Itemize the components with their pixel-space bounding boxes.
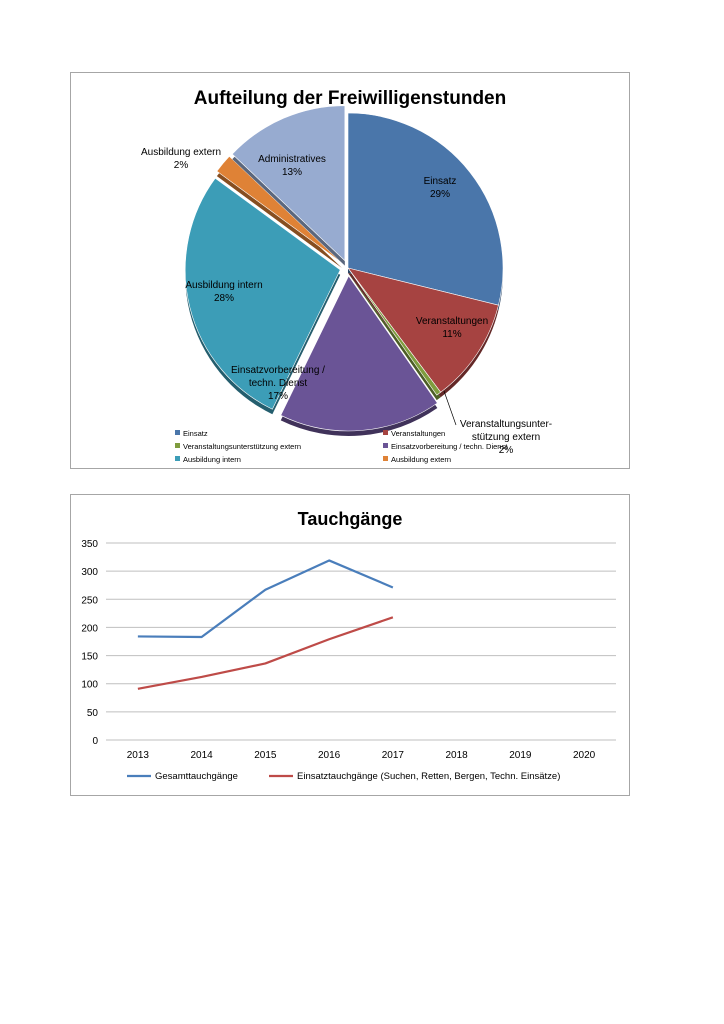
- pie-slice: [231, 105, 346, 262]
- y-tick-label: 300: [81, 567, 98, 578]
- pie-legend-swatch: [175, 456, 180, 461]
- line-legend-label: Einsatztauchgänge (Suchen, Retten, Berge…: [297, 771, 560, 782]
- pie-legend-swatch: [383, 443, 388, 448]
- pie-chart-title: Aufteilung der Freiwilligenstunden: [194, 88, 506, 109]
- pie-slice: [347, 267, 499, 393]
- y-tick-label: 350: [81, 539, 98, 550]
- pie-legend-item: Veranstaltungsunterstützung extern: [175, 442, 301, 451]
- pie-chart-panel: Aufteilung der Freiwilligenstunden Einsa…: [70, 72, 630, 469]
- x-tick-label: 2015: [254, 750, 277, 761]
- pie-legend-item: Ausbildung extern: [383, 455, 451, 464]
- pie-legend-label: Einsatz: [183, 429, 208, 438]
- series-line: [137, 616, 394, 690]
- x-tick-label: 2017: [382, 750, 405, 761]
- pie-legend-item: Einsatz: [175, 429, 208, 438]
- pie-legend-label: Ausbildung intern: [183, 455, 241, 464]
- pie-data-label: Ausbildung extern 2%: [141, 147, 221, 171]
- pie-legend-swatch: [383, 456, 388, 461]
- pie-data-label: Administratives 13%: [258, 154, 326, 178]
- line-legend-item: Gesamttauchgänge: [127, 771, 238, 782]
- line-chart: Tauchgänge 0 50 100 150 200 250 300 350 2013 2014…: [81, 509, 616, 782]
- x-tick-label: 2018: [446, 750, 469, 761]
- x-tick-label: 2014: [191, 750, 214, 761]
- pie-data-label: Veranstaltungsunter-stützung extern 2%: [460, 419, 552, 456]
- y-tick-label: 100: [81, 680, 98, 691]
- pie-slice: [184, 177, 341, 410]
- pie-data-label: Veranstaltungen 11%: [416, 316, 488, 340]
- pie-data-label: Einsatz 29%: [424, 176, 457, 200]
- pie-legend-item: Einsatzvorbereitung / techn. Dienst: [383, 442, 508, 451]
- y-tick-label: 0: [92, 736, 98, 747]
- pie-slice-rim: [348, 273, 441, 401]
- pie-legend-swatch: [383, 430, 388, 435]
- pie-slice: [347, 112, 504, 306]
- line-chart-panel: Tauchgänge 0 50 100 150 200 250 300 350 2013 2014…: [70, 494, 630, 796]
- pie-data-label: Ausbildung intern 28%: [185, 280, 262, 304]
- line-chart-title: Tauchgänge: [298, 509, 403, 529]
- pie-slice: [347, 267, 442, 396]
- pie-legend-item: Veranstaltungen: [383, 429, 445, 438]
- y-tick-label: 150: [81, 652, 98, 663]
- pie-slice: [216, 155, 343, 264]
- line-legend-label: Gesamttauchgänge: [155, 771, 238, 782]
- series-line: [137, 559, 394, 639]
- y-tick-label: 200: [81, 623, 98, 634]
- pie-legend-label: Veranstaltungsunterstützung extern: [183, 442, 301, 451]
- pie-legend-swatch: [175, 430, 180, 435]
- x-tick-label: 2019: [509, 750, 532, 761]
- x-tick-label: 2020: [573, 750, 596, 761]
- x-tick-label: 2016: [318, 750, 341, 761]
- pie-legend-swatch: [175, 443, 180, 448]
- pie-slice: [280, 275, 438, 432]
- pie-leader-line: [443, 390, 457, 426]
- y-tick-label: 250: [81, 595, 98, 606]
- pie-legend-label: Ausbildung extern: [391, 455, 451, 464]
- pie-legend-item: Ausbildung intern: [175, 455, 241, 464]
- pie-chart: Aufteilung der Freiwilligenstunden Einsa…: [141, 88, 552, 464]
- y-tick-label: 50: [87, 708, 99, 719]
- x-tick-label: 2013: [127, 750, 150, 761]
- line-legend-item: Einsatztauchgänge (Suchen, Retten, Berge…: [269, 771, 560, 782]
- pie-legend-label: Einsatzvorbereitung / techn. Dienst: [391, 442, 508, 451]
- pie-data-label: Einsatzvorbereitung / techn. Dienst 17%: [231, 365, 325, 402]
- pie-legend-label: Veranstaltungen: [391, 429, 445, 438]
